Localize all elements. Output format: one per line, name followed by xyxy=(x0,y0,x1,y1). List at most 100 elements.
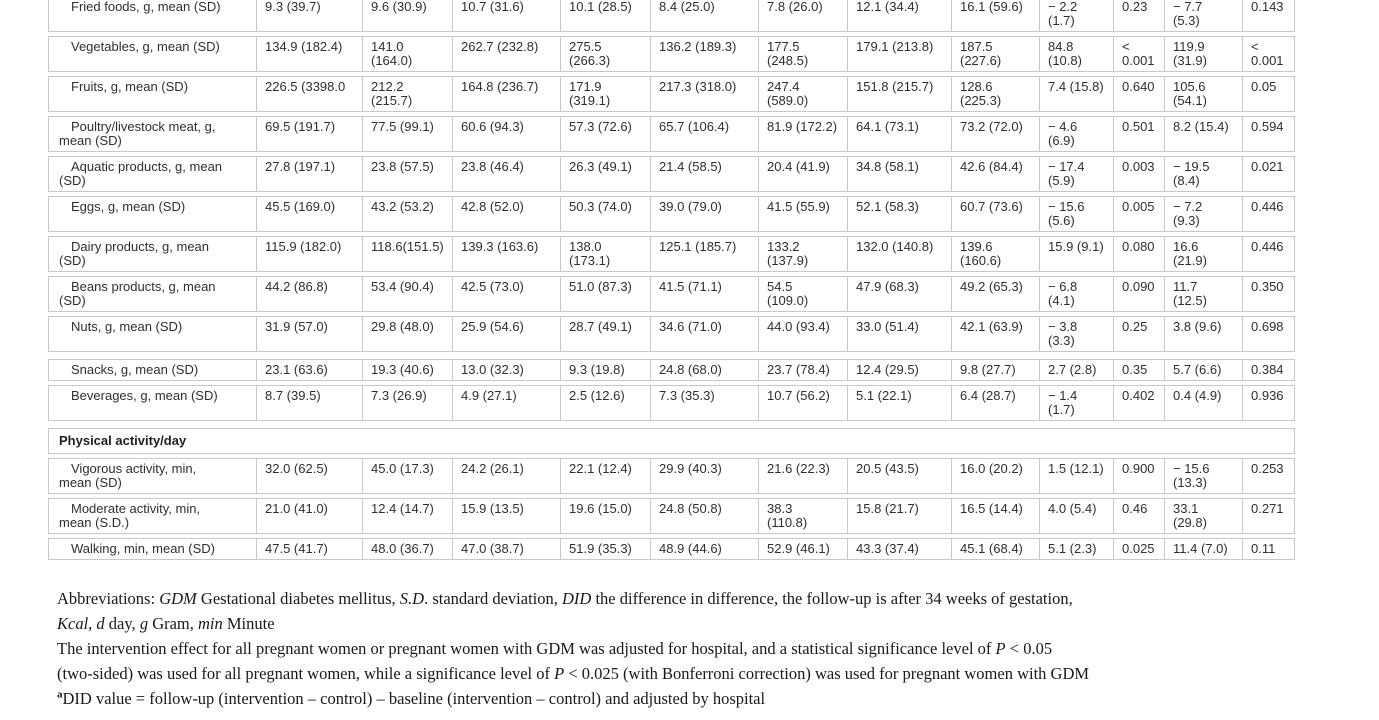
table-cell: 2.5 (12.6) xyxy=(561,386,651,420)
footnote-line: (two-sided) was used for all pregnant wo… xyxy=(57,664,1090,683)
table-cell: 84.8 (10.8) xyxy=(1040,37,1114,71)
table-cell: 21.0 (41.0) xyxy=(257,499,363,533)
table-cell: 8.2 (15.4) xyxy=(1165,117,1243,151)
table-cell: 0.090 xyxy=(1114,277,1165,311)
table-cell: 247.4 (589.0) xyxy=(759,77,848,111)
table-cell: 24.8 (50.8) xyxy=(651,499,759,533)
table-cell: 0.005 xyxy=(1114,197,1165,231)
table-cell: 6.4 (28.7) xyxy=(952,386,1040,420)
table-cell: 0.900 xyxy=(1114,459,1165,493)
table-row: Beans products, g, mean (SD) 44.2 (86.8) 5… xyxy=(48,276,1295,312)
table-cell: 0.271 xyxy=(1251,501,1284,516)
table-cell: − 19.5 (8.4) xyxy=(1165,157,1243,191)
table-cell: 151.8 (215.7) xyxy=(848,77,952,111)
table-cell: 262.7 (232.8) xyxy=(453,37,561,71)
table-cell: 8.4 (25.0) xyxy=(651,0,759,31)
table-cell: 0.936 xyxy=(1251,388,1284,403)
table-cell: − 2.2 (1.7) xyxy=(1040,0,1114,31)
table-cell: 132.0 (140.8) xyxy=(848,237,952,271)
table-cell: 16.5 (14.4) xyxy=(952,499,1040,533)
table-cell: 1.5 (12.1) xyxy=(1040,459,1114,493)
row-label: Dairy products, g, mean (SD) xyxy=(49,237,257,271)
table-cell: 29.8 (48.0) xyxy=(363,317,453,351)
table-cell: 81.9 (172.2) xyxy=(759,117,848,151)
table-cell: 21.4 (58.5) xyxy=(651,157,759,191)
table-cell: 0.253 xyxy=(1251,461,1284,476)
table-cell: 138.0 (173.1) xyxy=(561,237,651,271)
table-cell: 0.46 xyxy=(1114,499,1165,533)
table-cell: 0.384 xyxy=(1251,362,1284,377)
footnote-line: Abbreviations: GDM Gestational diabetes … xyxy=(57,589,1073,608)
table-cell: 51.0 (87.3) xyxy=(561,277,651,311)
table-cell: 164.8 (236.7) xyxy=(453,77,561,111)
table-cell: 10.7 (56.2) xyxy=(759,386,848,420)
table-cell: 3.8 (9.6) xyxy=(1165,317,1243,351)
table-cell: < 0.001 xyxy=(1251,39,1284,68)
table-cell: 28.7 (49.1) xyxy=(561,317,651,351)
table-cell: 47.0 (38.7) xyxy=(453,539,561,559)
table-cell: 24.2 (26.1) xyxy=(453,459,561,493)
table-cell: 16.6 (21.9) xyxy=(1165,237,1243,271)
table-cell: 43.3 (37.4) xyxy=(848,539,952,559)
table-cell: 20.4 (41.9) xyxy=(759,157,848,191)
table-cell: 0.35 xyxy=(1114,360,1165,380)
table-cell: 19.6 (15.0) xyxy=(561,499,651,533)
row-label: Nuts, g, mean (SD) xyxy=(49,317,257,351)
table-cell: 42.5 (73.0) xyxy=(453,277,561,311)
table-cell: 179.1 (213.8) xyxy=(848,37,952,71)
table-cell: 44.2 (86.8) xyxy=(257,277,363,311)
table-cell: 141.0 (164.0) xyxy=(363,37,453,71)
table-row: Eggs, g, mean (SD) 45.5 (169.0) 43.2 (53.2… xyxy=(48,196,1295,232)
table-cell: 23.8 (57.5) xyxy=(363,157,453,191)
table-cell: 136.2 (189.3) xyxy=(651,37,759,71)
table-row: Nuts, g, mean (SD) 31.9 (57.0) 29.8 (48.0)… xyxy=(48,316,1295,352)
table-cell: 29.9 (40.3) xyxy=(651,459,759,493)
table-cell: 9.6 (30.9) xyxy=(363,0,453,31)
table-cell: 7.4 (15.8) xyxy=(1040,77,1114,111)
table-cell: 45.1 (68.4) xyxy=(952,539,1040,559)
table-cell: 64.1 (73.1) xyxy=(848,117,952,151)
table-cell: 171.9 (319.1) xyxy=(561,77,651,111)
table-cell: 41.5 (71.1) xyxy=(651,277,759,311)
table-cell: 0.640 xyxy=(1114,77,1165,111)
table-cell: 65.7 (106.4) xyxy=(651,117,759,151)
table-cell: 119.9 (31.9) xyxy=(1165,37,1243,71)
table-cell: 49.2 (65.3) xyxy=(952,277,1040,311)
table-cell: 41.5 (55.9) xyxy=(759,197,848,231)
table-cell: 12.4 (14.7) xyxy=(363,499,453,533)
table-row: Vigorous activity, min, mean (SD) 32.0 (6… xyxy=(48,458,1295,494)
table-cell: 9.3 (19.8) xyxy=(561,360,651,380)
table-cell: 48.0 (36.7) xyxy=(363,539,453,559)
table-cell: 4.9 (27.1) xyxy=(453,386,561,420)
table-cell: 39.0 (79.0) xyxy=(651,197,759,231)
table-cell: − 15.6 (13.3) xyxy=(1165,459,1243,493)
table-cell: 0.446 xyxy=(1251,199,1284,214)
table-cell: 60.7 (73.6) xyxy=(952,197,1040,231)
row-label: Fried foods, g, mean (SD) xyxy=(49,0,257,31)
table-cell: 0.003 xyxy=(1114,157,1165,191)
table-cell: − 15.6 (5.6) xyxy=(1040,197,1114,231)
table-cell: 54.5 (109.0) xyxy=(759,277,848,311)
table-cell: 4.0 (5.4) xyxy=(1040,499,1114,533)
table-cell: 27.8 (197.1) xyxy=(257,157,363,191)
table-row: Snacks, g, mean (SD) 23.1 (63.6) 19.3 (40.… xyxy=(48,359,1295,381)
table-cell: 47.9 (68.3) xyxy=(848,277,952,311)
table-cell: 5.1 (2.3) xyxy=(1040,539,1114,559)
row-label: Vigorous activity, min, mean (SD) xyxy=(49,459,257,493)
table-cell: 212.2 (215.7) xyxy=(363,77,453,111)
table-row: Beverages, g, mean (SD) 8.7 (39.5) 7.3 (26… xyxy=(48,385,1295,421)
table-cell: 45.5 (169.0) xyxy=(257,197,363,231)
table-cell: 0.05 xyxy=(1251,79,1277,94)
table-cell: 23.1 (63.6) xyxy=(257,360,363,380)
table-cell: 5.1 (22.1) xyxy=(848,386,952,420)
table-cell: 34.8 (58.1) xyxy=(848,157,952,191)
table-cell: 0.11 xyxy=(1251,541,1276,556)
table-cell: 44.0 (93.4) xyxy=(759,317,848,351)
table-cell: 20.5 (43.5) xyxy=(848,459,952,493)
table-cell: 42.1 (63.9) xyxy=(952,317,1040,351)
table-cell: 77.5 (99.1) xyxy=(363,117,453,151)
row-label: Snacks, g, mean (SD) xyxy=(49,360,257,380)
table-cell: 45.0 (17.3) xyxy=(363,459,453,493)
table-cell: 52.1 (58.3) xyxy=(848,197,952,231)
table-cell: 23.8 (46.4) xyxy=(453,157,561,191)
